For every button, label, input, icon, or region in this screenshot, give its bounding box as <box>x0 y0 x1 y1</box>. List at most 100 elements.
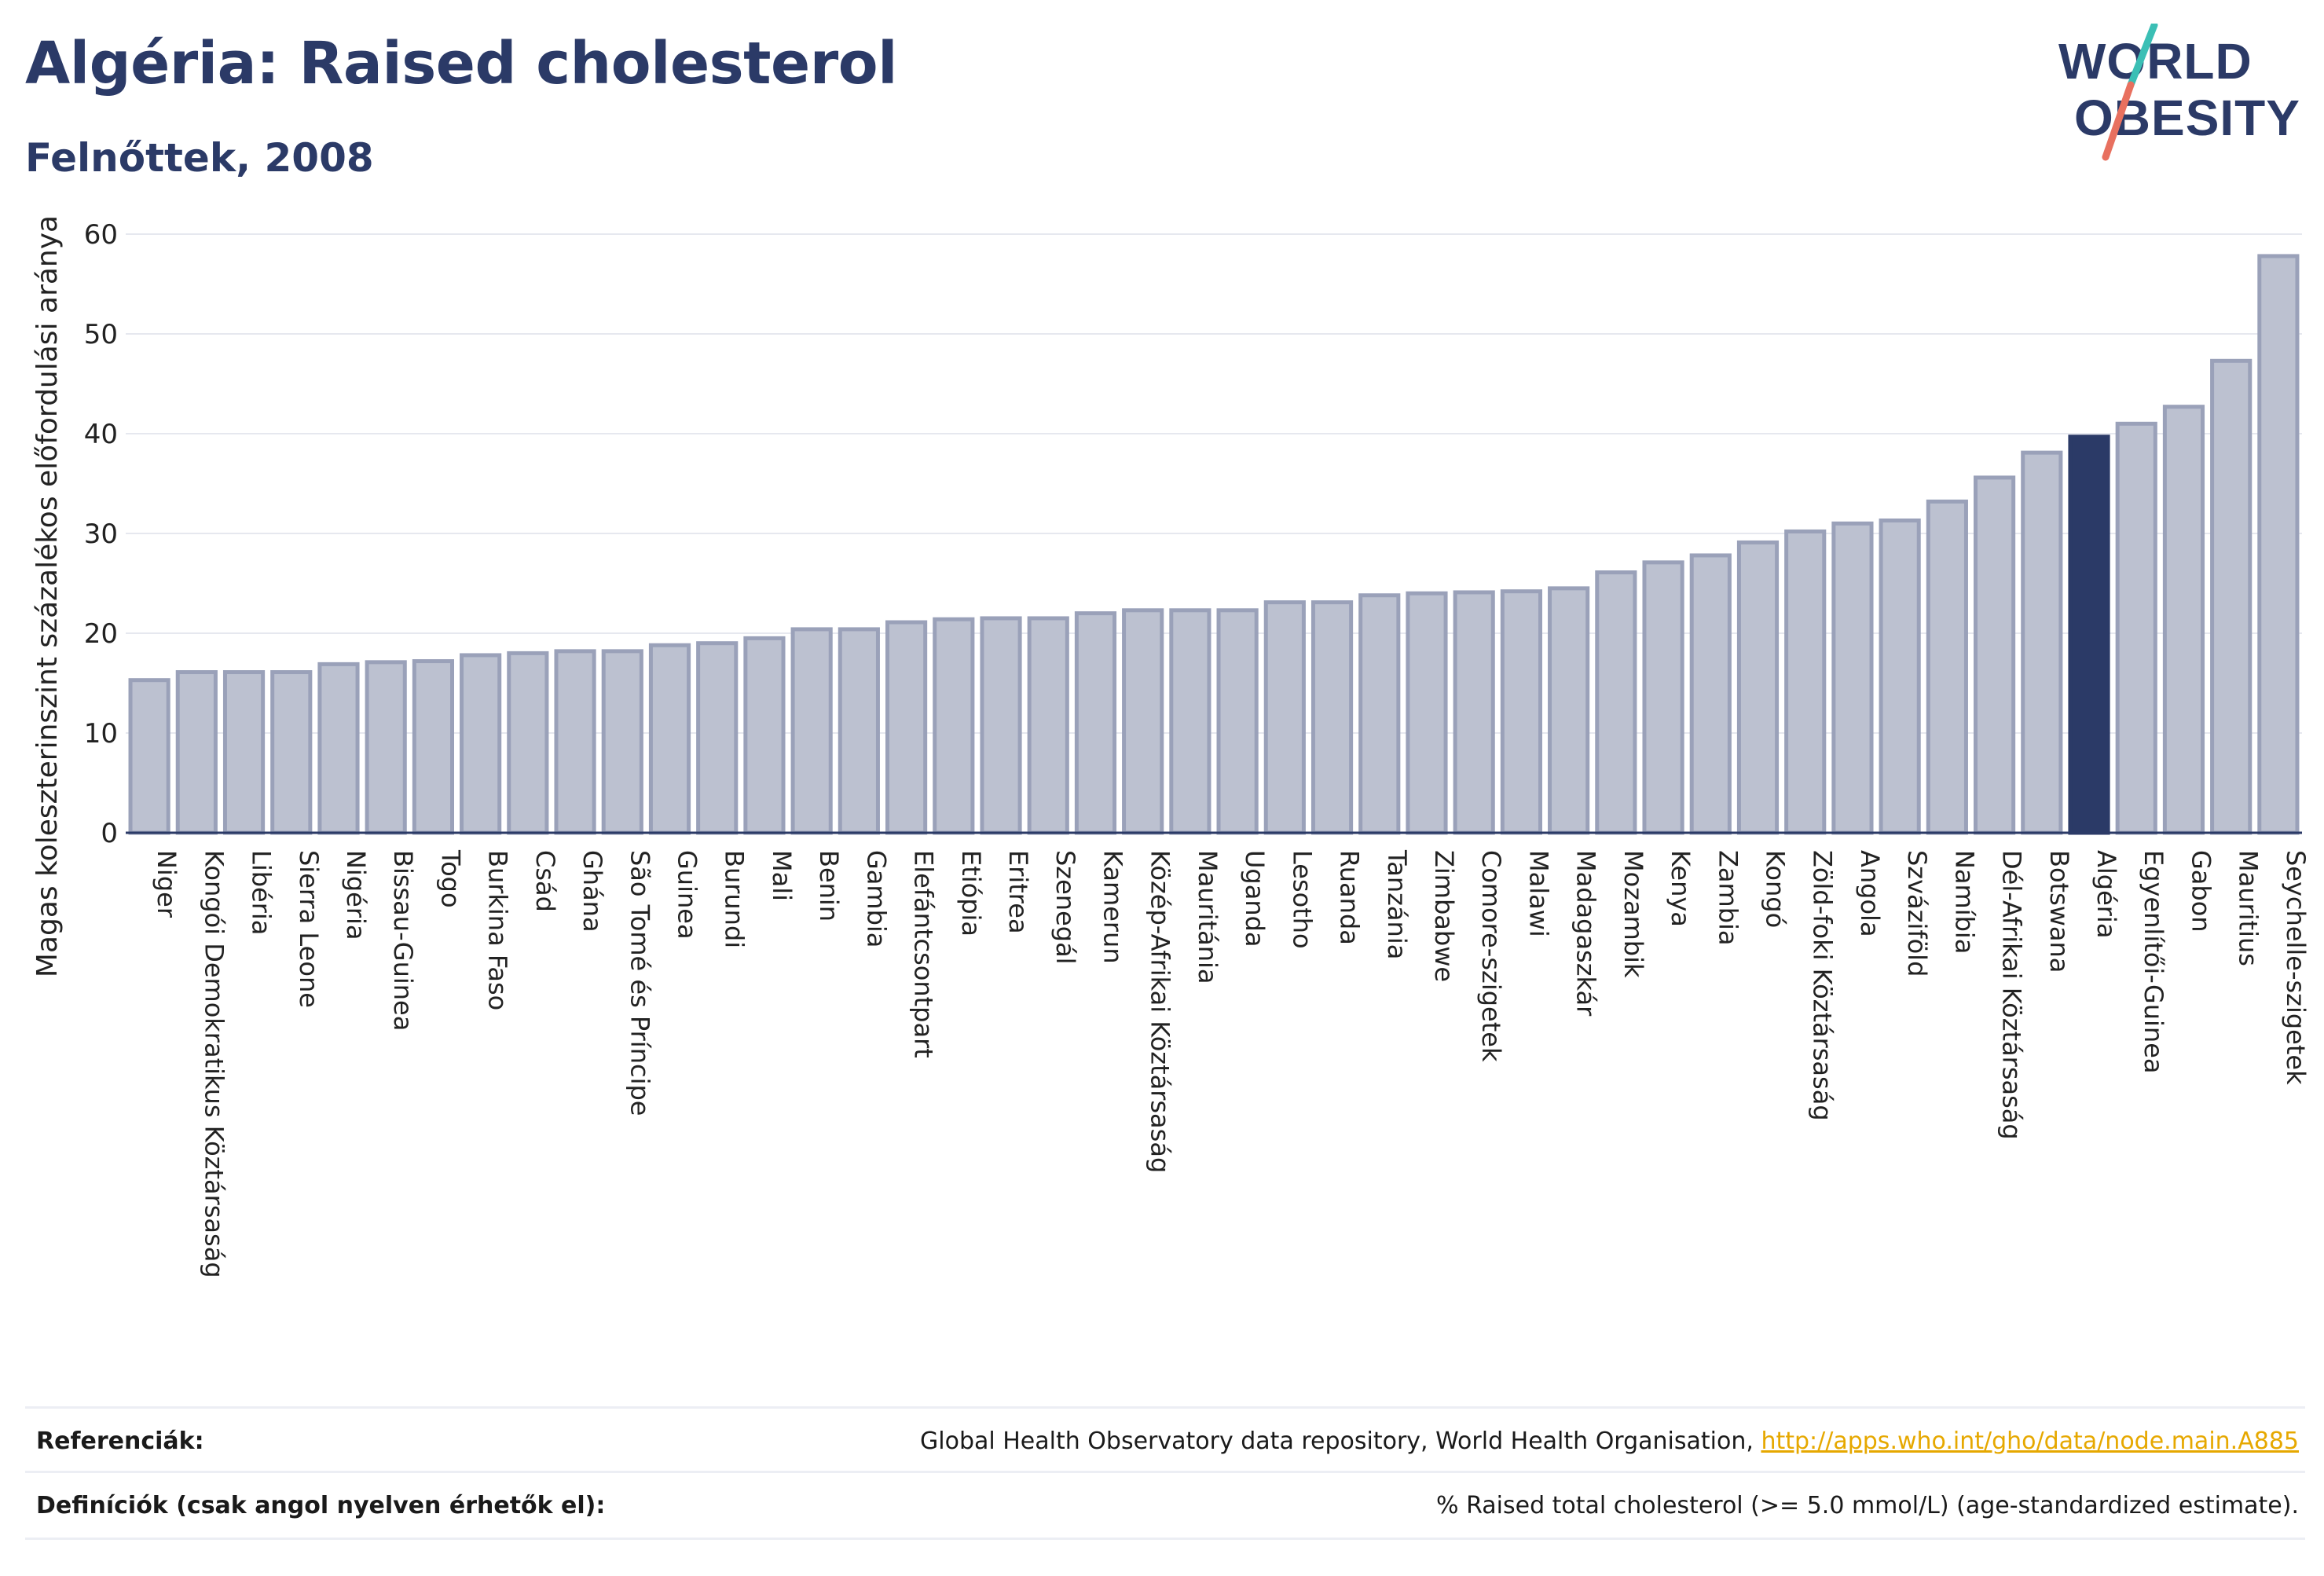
x-category-label: Angola <box>1855 850 1885 937</box>
x-category-label: Kongó <box>1761 850 1791 928</box>
x-category-label: Mauritánia <box>1193 850 1222 984</box>
bar <box>1879 518 1921 835</box>
bar <box>885 620 928 835</box>
bar <box>270 670 313 835</box>
bar <box>317 662 360 835</box>
bar <box>1831 521 1874 835</box>
y-tick-label: 40 <box>84 419 118 450</box>
x-category-label: Benin <box>814 850 844 922</box>
bar <box>365 660 407 835</box>
x-category-label: Tanzánia <box>1382 849 1412 959</box>
logo-slash-top <box>2127 24 2158 89</box>
y-tick-label: 10 <box>84 718 118 750</box>
bar-chart: 0 10 20 30 40 50 60 Niger Kongói Demokratikus K… <box>31 215 2311 1278</box>
x-category-label: Namíbia <box>1949 850 1979 954</box>
x-category-label: Botswana <box>2044 850 2074 973</box>
x-category-label: Kongói Demokratikus Köztársaság <box>199 850 229 1278</box>
category-labels: Niger Kongói Demokratikus Köztársaság Libé… <box>152 849 2311 1278</box>
bar <box>1027 616 1069 835</box>
x-category-label: Etiópia <box>956 850 986 936</box>
x-category-label: São Tomé és Príncipe <box>625 850 654 1116</box>
bar <box>601 649 643 835</box>
x-category-label: Seychelle-szigetek <box>2281 850 2311 1085</box>
x-category-label: Gabon <box>2186 850 2216 933</box>
world-obesity-logo: WORLD OBESITY <box>2058 24 2300 161</box>
bar <box>128 678 170 835</box>
x-category-label: Zimbabwe <box>1429 850 1459 982</box>
bar <box>1689 553 1732 835</box>
bar <box>412 659 455 835</box>
x-category-label: Comore-szigetek <box>1476 850 1506 1062</box>
x-category-label: Ghána <box>577 850 607 933</box>
bar <box>1310 600 1354 835</box>
x-category-label: Egyenlítői-Guinea <box>2139 850 2168 1074</box>
x-category-label: Elefántcsontpart <box>909 850 939 1058</box>
definitions-text: % Raised total cholesterol (>= 5.0 mmol/… <box>1436 1491 2299 1519</box>
chart-subtitle: Felnőttek, 2008 <box>25 135 374 181</box>
x-category-label: Burkina Faso <box>483 850 513 1010</box>
x-category-label: Niger <box>152 850 181 918</box>
x-category-label: Kenya <box>1666 850 1695 927</box>
x-category-label: Csád <box>530 850 560 912</box>
bar <box>1263 600 1306 835</box>
bar <box>1736 540 1780 835</box>
references-value: Global Health Observatory data repositor… <box>920 1428 2305 1455</box>
bar <box>933 617 975 835</box>
x-category-label: Gambia <box>861 850 891 947</box>
x-category-label: Burundi <box>720 850 750 948</box>
x-category-label: Sierra Leone <box>294 850 324 1008</box>
x-category-label: Ruanda <box>1335 850 1365 945</box>
x-category-label: Szenegál <box>1050 850 1080 965</box>
bar <box>1406 591 1448 835</box>
y-tick-label: 20 <box>84 618 118 650</box>
x-category-label: Bissau-Guinea <box>388 850 418 1031</box>
x-category-label: Közép-Afrikai Köztársaság <box>1146 850 1175 1173</box>
bar <box>648 643 691 835</box>
x-category-label: Algéria <box>2091 850 2121 938</box>
bar <box>980 616 1022 835</box>
x-category-label: Szváziföld <box>1902 850 1932 977</box>
x-category-label: Nigéria <box>341 850 371 940</box>
bar <box>2162 405 2205 835</box>
bar <box>2021 450 2063 835</box>
bar <box>743 636 786 835</box>
y-tick-label: 30 <box>84 519 118 550</box>
bar <box>460 653 502 835</box>
bar <box>1500 589 1542 835</box>
bar <box>1642 560 1684 835</box>
axes: 0 10 20 30 40 50 60 <box>84 219 2302 849</box>
bar <box>790 627 833 835</box>
x-category-label: Dél-Afrikai Köztársaság <box>1997 850 2027 1140</box>
chart-title: Algéria: Raised cholesterol <box>25 30 897 97</box>
bar <box>2257 254 2300 835</box>
bar <box>1169 608 1211 835</box>
references-row: Referenciák: Global Health Observatory d… <box>25 1406 2305 1473</box>
bar <box>696 641 739 835</box>
x-category-label: Mozambik <box>1618 850 1648 978</box>
bar <box>838 627 880 835</box>
y-tick-label: 0 <box>101 818 118 849</box>
bar <box>507 651 549 835</box>
x-category-label: Togo <box>435 849 465 908</box>
x-category-label: Uganda <box>1240 850 1270 947</box>
x-category-label: Lesotho <box>1287 850 1317 949</box>
y-tick-label: 50 <box>84 319 118 350</box>
bar <box>1926 499 1968 835</box>
logo-slash-bottom <box>2102 81 2135 161</box>
definitions-label: Definíciók (csak angol nyelven érhetők e… <box>36 1491 606 1519</box>
bar <box>1122 608 1164 835</box>
bar <box>1358 593 1401 835</box>
bar <box>1784 529 1827 835</box>
bar <box>175 670 218 835</box>
bar <box>1453 590 1495 835</box>
bar <box>1548 586 1590 835</box>
bar <box>1974 475 2016 835</box>
references-label: Referenciák: <box>36 1427 204 1455</box>
bar <box>1074 611 1117 835</box>
x-category-label: Zöld-foki Köztársaság <box>1808 850 1838 1121</box>
references-link[interactable]: http://apps.who.int/gho/data/node.main.A… <box>1761 1427 2299 1455</box>
references-text: Global Health Observatory data repositor… <box>920 1427 1761 1455</box>
x-category-label: Mali <box>767 850 797 901</box>
x-category-label: Mauritius <box>2234 850 2264 966</box>
bar <box>2210 358 2253 835</box>
